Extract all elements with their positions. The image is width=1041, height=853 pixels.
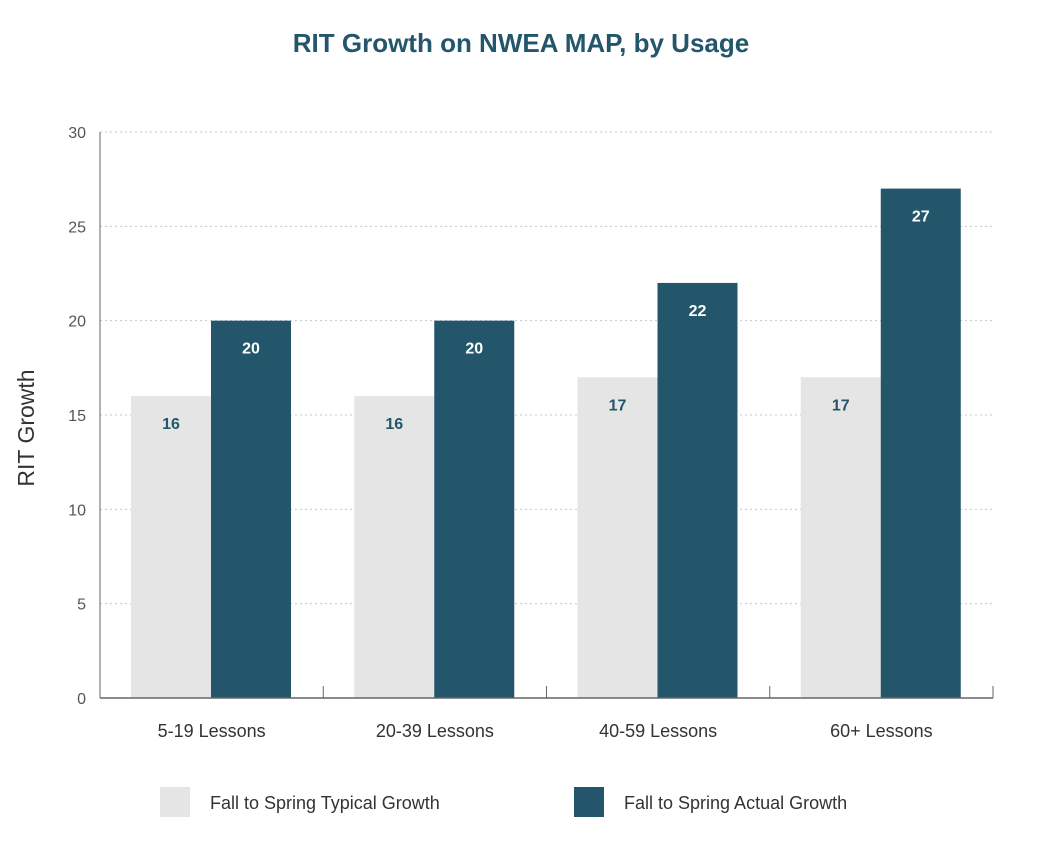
bar xyxy=(211,320,291,698)
x-category-label: 5-19 Lessons xyxy=(158,721,266,741)
bar xyxy=(800,377,881,698)
bars: 16 20 16 20 17 22 17 27 xyxy=(131,188,961,698)
bar xyxy=(577,377,658,698)
y-tick-label: 30 xyxy=(68,125,86,142)
data-label: 20 xyxy=(465,341,483,358)
data-label: 17 xyxy=(609,397,627,414)
legend: Fall to Spring Typical Growth Fall to Spr… xyxy=(160,787,847,817)
data-label: 16 xyxy=(385,416,403,433)
legend-swatch xyxy=(574,787,604,817)
y-tick-label: 0 xyxy=(77,691,86,708)
data-label: 20 xyxy=(242,341,260,358)
y-tick-label: 20 xyxy=(68,314,86,331)
y-tick-label: 10 xyxy=(68,502,86,519)
chart-title: RIT Growth on NWEA MAP, by Usage xyxy=(293,28,749,58)
y-tick-label: 25 xyxy=(68,219,86,236)
data-label: 27 xyxy=(912,209,930,226)
bar xyxy=(354,396,435,698)
gridlines xyxy=(100,131,993,605)
x-category-label: 40-59 Lessons xyxy=(599,721,717,741)
data-label: 16 xyxy=(162,416,180,433)
y-axis-ticks: 0 5 10 15 20 25 30 xyxy=(68,125,86,708)
bar xyxy=(657,282,738,698)
x-axis-labels: 5-19 Lessons 20-39 Lessons 40-59 Lessons 60… xyxy=(158,721,933,741)
y-axis-label: RIT Growth xyxy=(13,369,39,486)
x-category-label: 20-39 Lessons xyxy=(376,721,494,741)
bar xyxy=(131,396,211,698)
axes xyxy=(99,132,994,699)
legend-label: Fall to Spring Typical Growth xyxy=(210,793,440,813)
legend-label: Fall to Spring Actual Growth xyxy=(624,793,847,813)
y-tick-label: 15 xyxy=(68,408,86,425)
x-category-label: 60+ Lessons xyxy=(830,721,933,741)
bar xyxy=(434,320,515,698)
legend-swatch xyxy=(160,787,190,817)
data-label: 17 xyxy=(832,397,850,414)
bar xyxy=(880,188,961,698)
y-tick-label: 5 xyxy=(77,597,86,614)
data-label: 22 xyxy=(689,303,707,320)
